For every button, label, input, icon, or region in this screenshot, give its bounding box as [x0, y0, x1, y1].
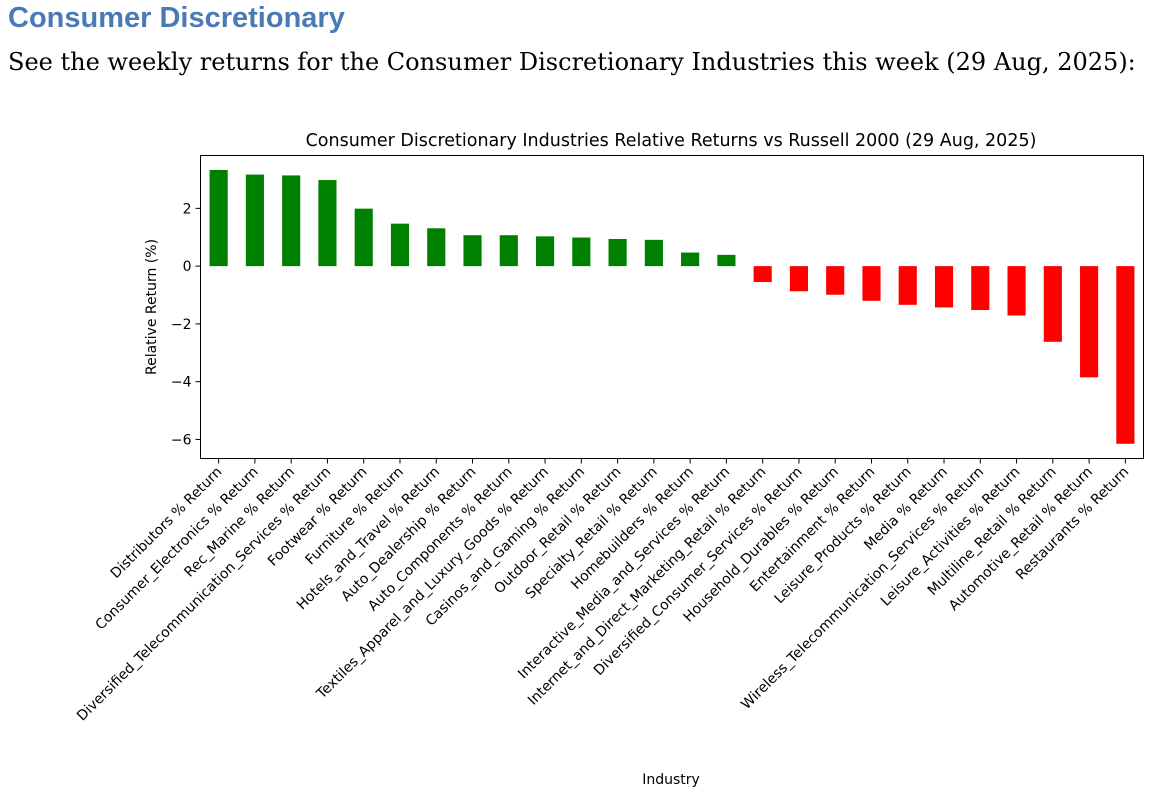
bar — [572, 237, 591, 267]
section-description: See the weekly returns for the Consumer … — [8, 48, 1136, 76]
y-axis-label: Relative Return (%) — [144, 239, 160, 375]
bar — [318, 180, 337, 267]
x-tick-label: Diversified_Telecommunication_Services %… — [74, 464, 334, 724]
y-tick-label: −2 — [171, 317, 192, 333]
bar — [898, 266, 917, 305]
y-tick-label: 2 — [183, 201, 192, 217]
bar — [535, 236, 555, 267]
bar — [971, 266, 990, 311]
bar — [862, 266, 881, 301]
bar — [499, 235, 518, 267]
bar — [1080, 266, 1099, 378]
section-heading: Consumer Discretionary — [8, 2, 345, 34]
bar — [717, 254, 736, 267]
bar — [282, 175, 301, 267]
x-tick-label: Consumer_Electronics % Return — [92, 464, 261, 633]
bar — [245, 174, 264, 267]
bar — [463, 235, 482, 267]
chart-title: Consumer Discretionary Industries Relati… — [306, 131, 1037, 151]
plot-frame — [200, 155, 1144, 459]
bar — [681, 252, 700, 267]
bar — [1007, 266, 1026, 316]
x-axis-label: Industry — [642, 772, 700, 788]
bar — [209, 169, 228, 267]
bar — [1116, 266, 1135, 444]
bar — [826, 266, 845, 295]
bar — [934, 266, 954, 308]
bar — [1043, 266, 1062, 342]
bar — [644, 239, 663, 267]
bar — [354, 208, 373, 267]
bar — [390, 223, 410, 267]
bar — [608, 238, 627, 267]
y-tick-label: 0 — [183, 259, 192, 275]
bar — [789, 266, 809, 292]
y-tick-label: −6 — [171, 432, 192, 448]
bar — [427, 228, 446, 267]
bar — [753, 266, 772, 283]
y-tick-label: −4 — [171, 375, 192, 391]
